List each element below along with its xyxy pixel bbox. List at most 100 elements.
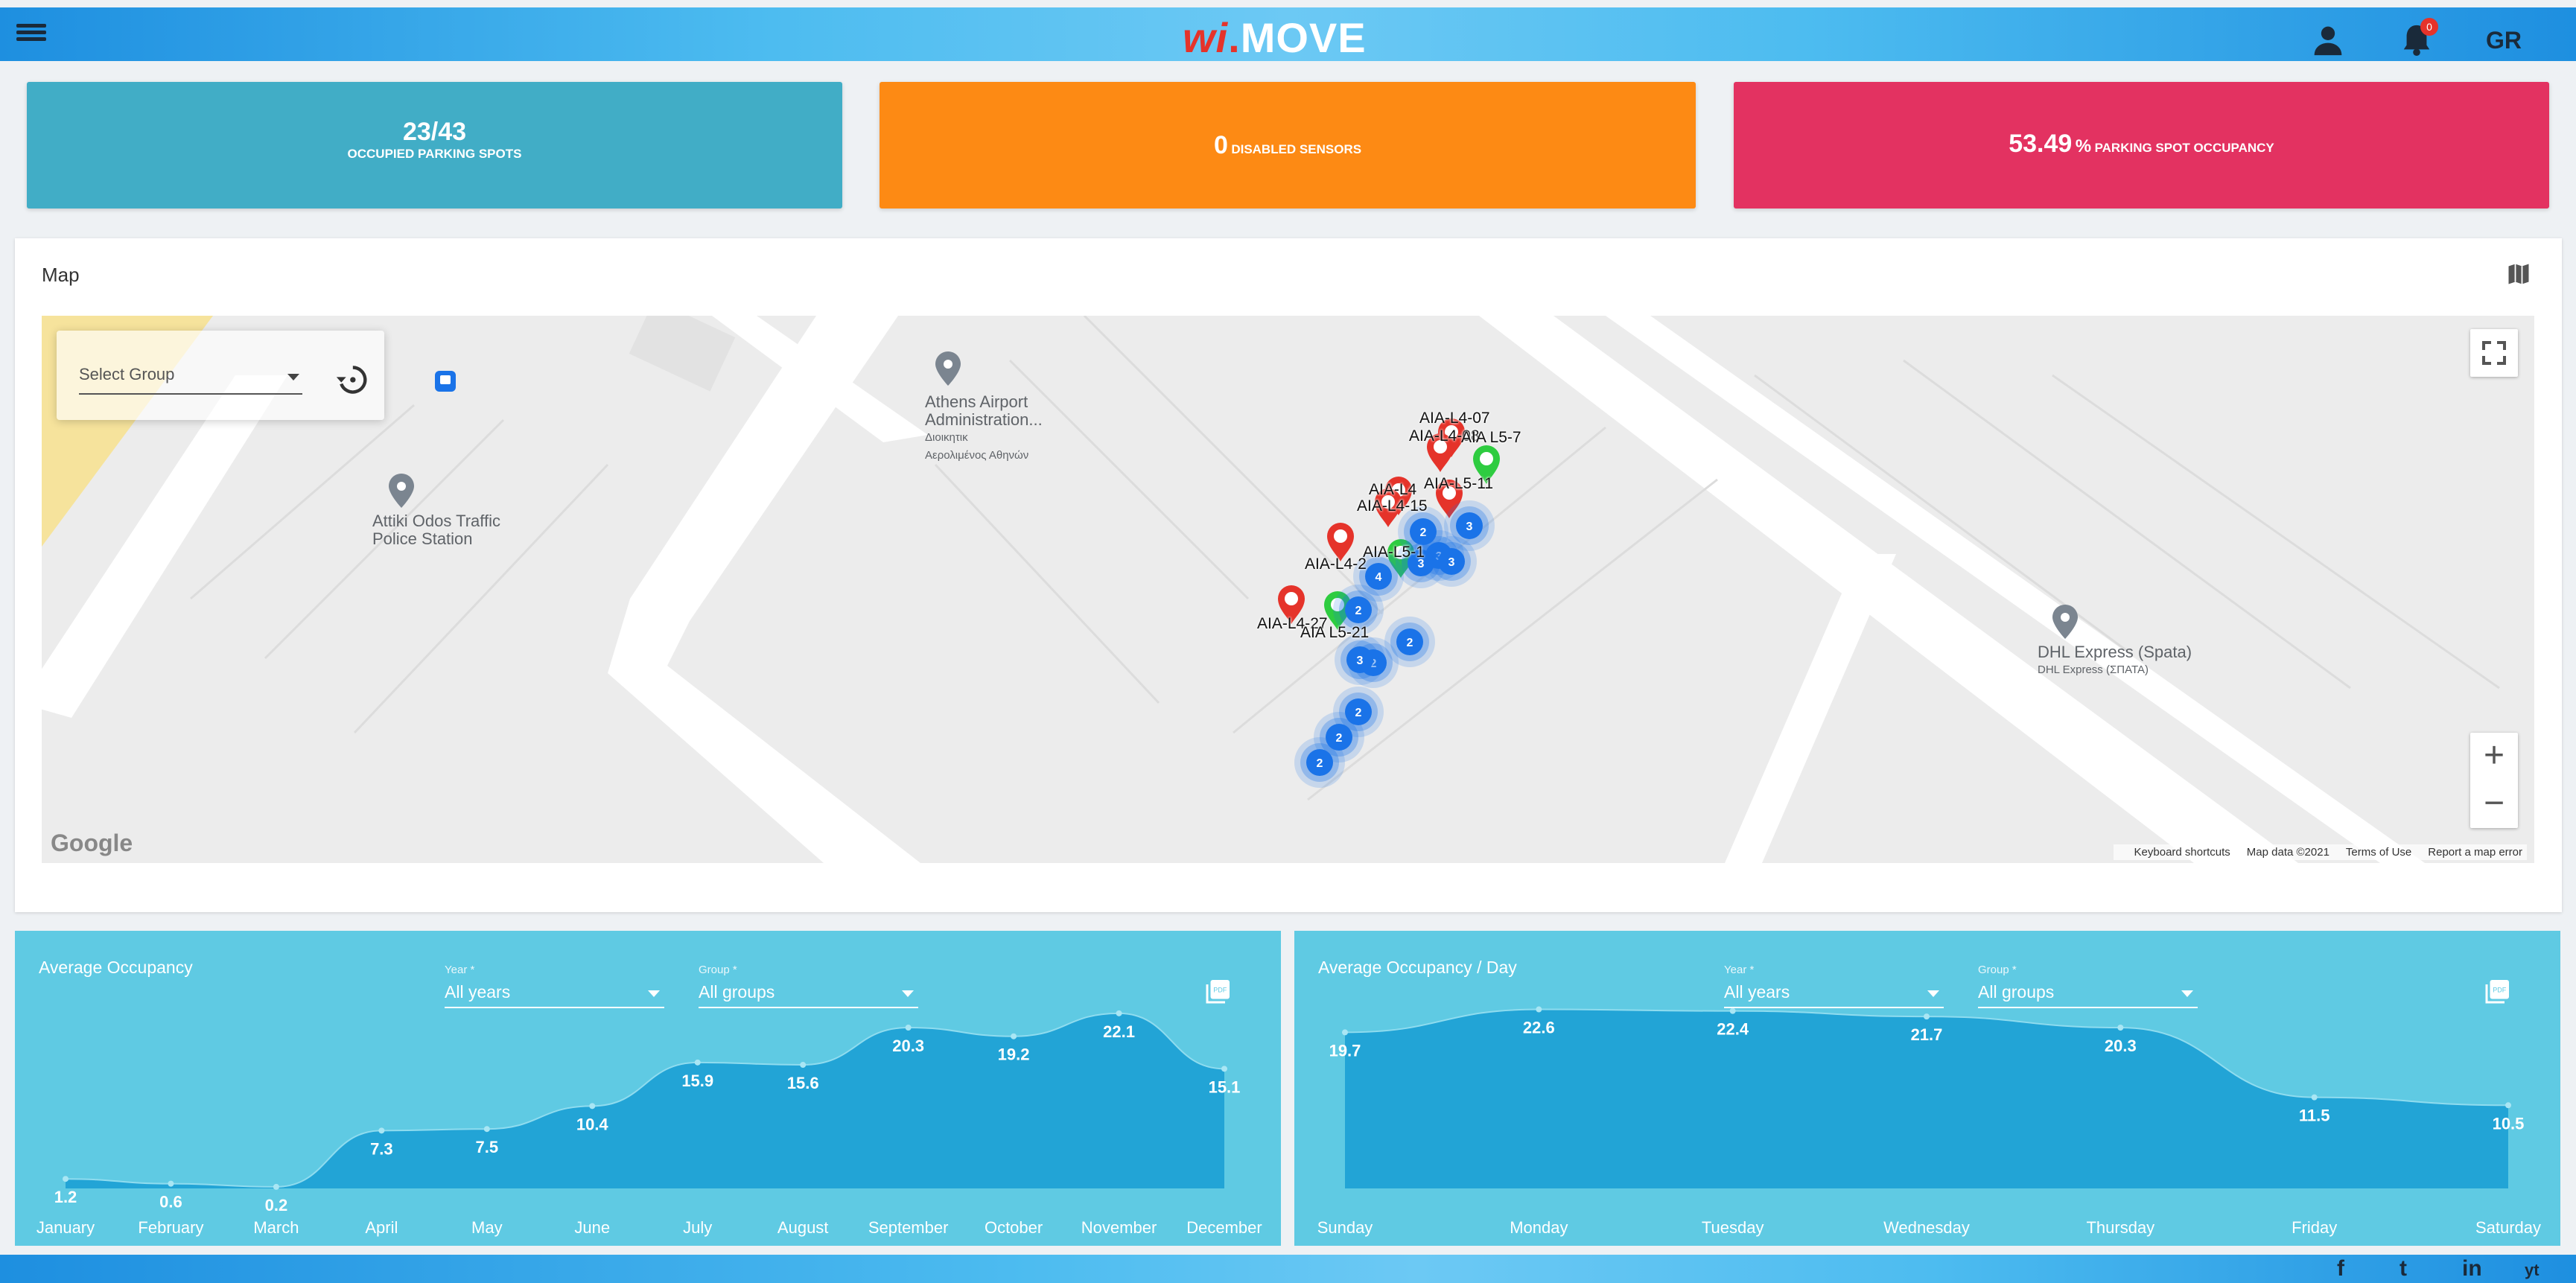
zoom-in-button[interactable]: + [2483,736,2505,775]
sensor-cluster-marker[interactable]: 4 [1353,551,1404,602]
sensor-cluster-marker[interactable]: 2 [1384,617,1435,667]
road-central [608,316,920,863]
group-select[interactable]: Group * All groups [699,964,918,1008]
terms-of-use-link[interactable]: Terms of Use [2345,846,2412,859]
x-tick-label: Wednesday [1883,1218,1970,1237]
parking-pin-marker[interactable] [1327,523,1354,561]
data-label: 10.5 [2493,1114,2525,1133]
chevron-down-icon [287,374,299,381]
data-point[interactable] [168,1180,174,1187]
sensor-cluster-marker[interactable]: 3 [1426,536,1477,587]
bus-stop-icon [435,371,456,392]
data-label: 19.7 [1329,1041,1361,1060]
data-point[interactable] [1924,1013,1930,1020]
data-label: 21.7 [1911,1025,1943,1044]
report-map-error-link[interactable]: Report a map error [2428,846,2522,859]
facebook-icon[interactable]: f [2337,1256,2344,1281]
data-point[interactable] [694,1059,701,1066]
x-tick-label: August [777,1218,829,1237]
sensor-cluster-marker[interactable]: 3 [1396,538,1446,588]
average-occupancy-day-card: Average Occupancy / Day Year * All years … [1294,931,2560,1246]
data-point[interactable] [1221,1066,1227,1072]
data-point[interactable] [2505,1102,2511,1109]
poi-dhl-express: DHL Express (Spata) DHL Express (ΣΠΑΤΑ) [2038,643,2192,679]
sensor-cluster-marker[interactable]: 2 [1294,737,1345,788]
data-point[interactable] [2117,1025,2124,1031]
data-label: 15.1 [1209,1077,1241,1096]
map-view-toggle-icon[interactable] [2505,261,2532,287]
svg-text:PDF: PDF [1213,987,1227,994]
google-logo: Google [51,830,133,856]
reset-history-icon[interactable] [335,363,368,396]
x-tick-label: Friday [2292,1218,2337,1237]
data-point[interactable] [1342,1029,1348,1036]
sensor-cluster-marker[interactable]: 2 [1314,712,1364,763]
group-select-label: Group * [1978,964,2017,976]
chevron-down-icon [648,990,660,997]
poi-sub1: DHL Express (ΣΠΑΤΑ) [2038,663,2149,676]
data-point[interactable] [1011,1033,1017,1040]
sensor-cluster-marker[interactable]: 2 [1333,585,1384,635]
data-point[interactable] [378,1127,385,1134]
marker-label: AIA L5-21 [1300,624,1370,641]
cluster-count: 4 [1376,571,1382,584]
sensor-cluster-marker[interactable]: 3 [1444,500,1495,551]
data-point[interactable] [1536,1006,1542,1013]
average-occupancy-plot: 1.2 January 0.6 February 0.2 March 7.3 April 7.5… [36,1010,1262,1237]
youtube-icon[interactable]: yt [2525,1261,2540,1279]
cluster-count: 2 [1355,605,1362,617]
x-tick-label: October [985,1218,1043,1237]
group-select-value: All groups [699,982,775,1002]
cluster-count: 3 [1418,558,1425,570]
group-select[interactable]: Group * All groups [1978,964,2198,1008]
zoom-out-button[interactable]: − [2483,783,2505,823]
marker-label: AIA-L4-2 [1305,555,1367,573]
twitter-icon[interactable]: t [2400,1256,2407,1281]
group-select[interactable]: Select Group [79,365,302,395]
data-point[interactable] [483,1126,490,1133]
area-series [1345,1009,2508,1188]
logo-move: MOVE [1240,14,1367,61]
area-series [66,1013,1224,1188]
parking-pin-marker[interactable] [1436,480,1463,518]
data-point[interactable] [2311,1094,2318,1101]
road-diagonal-east-2 [1606,316,2425,863]
parking-pin-marker[interactable] [1278,585,1305,624]
parking-pin-marker[interactable] [1427,433,1454,472]
data-point[interactable] [905,1025,912,1031]
marker-label: AIA-L5-11 [1424,475,1493,492]
chart-title: Average Occupancy / Day [1318,958,1517,977]
data-point[interactable] [63,1176,69,1182]
x-tick-label: Saturday [2475,1218,2541,1237]
map-canvas[interactable]: Select Group Athens Airport Administratio… [42,316,2534,863]
user-account-icon[interactable] [2312,24,2344,57]
parking-pin-marker[interactable] [1375,488,1402,527]
data-label: 22.4 [1717,1020,1749,1039]
year-select[interactable]: Year * All years [445,964,664,1008]
map-card-title: Map [42,264,80,286]
year-select[interactable]: Year * All years [1724,964,1944,1008]
hamburger-menu-icon[interactable] [16,21,46,48]
export-pdf-icon[interactable]: PDF [2484,978,2511,1005]
parking-pin-marker[interactable] [1387,539,1414,578]
data-label: 20.3 [892,1037,924,1055]
language-switch[interactable]: GR [2486,27,2522,54]
parking-pin-marker[interactable] [1473,445,1500,484]
data-point[interactable] [1729,1007,1736,1014]
poi-sub1: Διοικητικ [925,431,968,444]
sensor-cluster-marker[interactable]: 2 [1333,687,1384,737]
data-point[interactable] [1116,1010,1122,1016]
keyboard-shortcuts-link[interactable]: Keyboard shortcuts [2134,846,2230,859]
marker-label: AIA-L4-07 [1419,410,1490,427]
data-point[interactable] [589,1103,596,1110]
sensor-cluster-marker[interactable]: 3 [1335,634,1385,685]
x-tick-label: March [253,1218,299,1237]
linkedin-icon[interactable]: in [2462,1256,2482,1281]
cluster-count: 2 [1355,707,1362,719]
data-point[interactable] [273,1183,279,1190]
fullscreen-button[interactable] [2470,329,2518,377]
export-pdf-icon[interactable]: PDF [1205,978,1232,1005]
parking-pin-marker[interactable] [1324,591,1351,630]
data-point[interactable] [800,1062,807,1069]
